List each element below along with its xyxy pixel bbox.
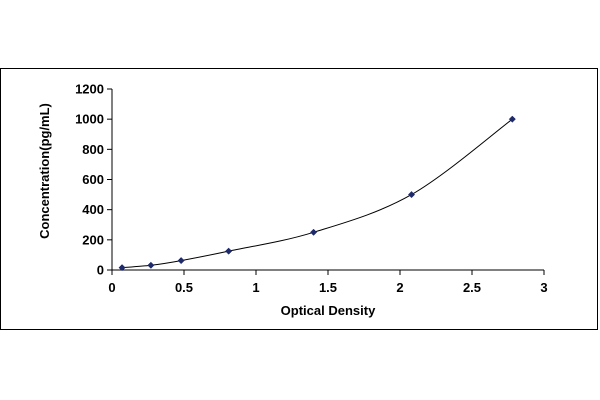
y-tick-label: 1000 [75, 112, 104, 127]
x-tick-label: 2 [396, 280, 403, 295]
x-tick-label: 0.5 [175, 280, 193, 295]
standard-curve-line [122, 118, 513, 269]
y-tick-label: 200 [82, 232, 104, 247]
data-point [407, 191, 416, 199]
data-point [118, 264, 126, 272]
y-tick-label: 800 [82, 142, 104, 157]
y-tick-label: 400 [82, 202, 104, 217]
x-tick-label: 3 [540, 280, 547, 295]
x-tick-label: 1 [252, 280, 259, 295]
data-point [508, 115, 516, 123]
y-tick-label: 0 [97, 263, 104, 278]
points-layer [118, 115, 516, 272]
x-tick-label: 0 [108, 280, 115, 295]
data-point [225, 247, 233, 255]
data-point [177, 257, 185, 265]
x-tick-label: 2.5 [463, 280, 481, 295]
data-point [310, 228, 318, 236]
curve-layer [122, 118, 513, 269]
x-tick-label: 1.5 [319, 280, 337, 295]
data-point [147, 261, 155, 269]
chart-frame [0, 68, 598, 330]
x-axis-title: Optical Density [281, 303, 376, 318]
axes [107, 88, 545, 275]
y-axis-title: Concentration(pg/mL) [37, 103, 52, 239]
y-tick-label: 600 [82, 172, 104, 187]
y-tick-label: 1200 [75, 82, 104, 97]
labels-layer: 0 200 400 600 800 1000 1200 0 0.5 1 1.5 2 2.5 3 [75, 82, 548, 296]
